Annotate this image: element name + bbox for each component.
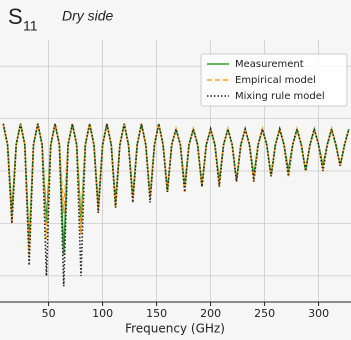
panel-label: S xyxy=(8,4,23,29)
x-tick-label: 250 xyxy=(254,307,275,320)
legend-label: Empirical model xyxy=(235,75,316,86)
legend-label: Mixing rule model xyxy=(235,91,325,102)
data-line xyxy=(2,123,350,287)
legend-label: Measurement xyxy=(235,59,304,70)
legend-box xyxy=(200,53,348,107)
x-tick-label: 150 xyxy=(146,307,167,320)
panel-subscript: 11 xyxy=(23,18,38,34)
x-tick-label: 100 xyxy=(92,307,113,320)
x-axis-label: Frequency (GHz) xyxy=(125,322,225,336)
x-tick-label: 300 xyxy=(308,307,329,320)
chart-title: Dry side xyxy=(62,8,114,24)
x-tick-label: 50 xyxy=(42,307,56,320)
x-tick-label: 200 xyxy=(200,307,221,320)
